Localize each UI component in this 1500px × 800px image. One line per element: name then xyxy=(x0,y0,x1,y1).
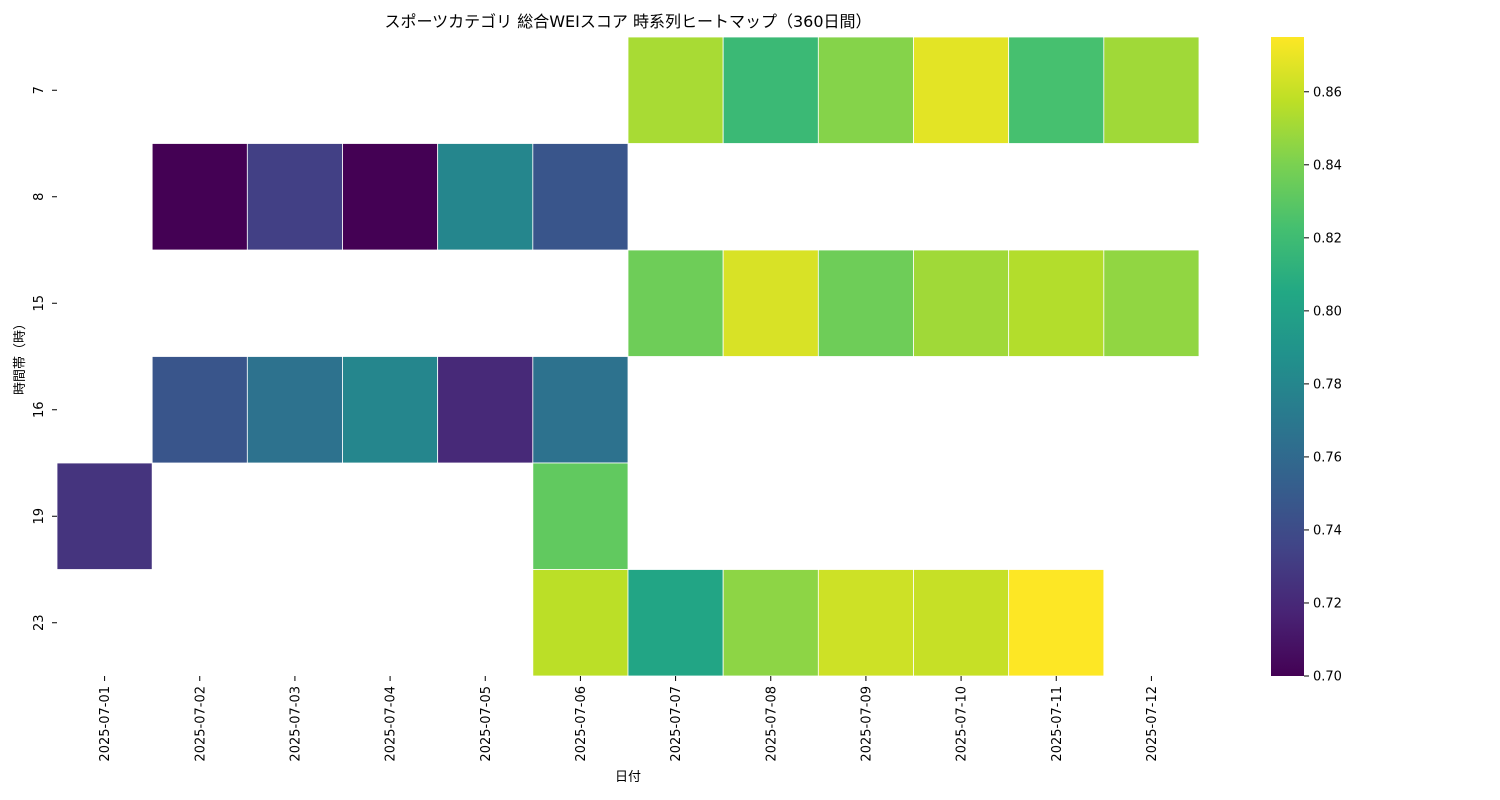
x-tick-label: 2025-07-03 xyxy=(288,686,303,762)
chart-title: スポーツカテゴリ 総合WEIスコア 時系列ヒートマップ（360日間） xyxy=(384,12,871,31)
heatmap-cell xyxy=(342,143,439,251)
x-tick-label: 2025-07-10 xyxy=(955,686,970,762)
x-axis-label: 日付 xyxy=(615,770,641,785)
y-tick-label: 23 xyxy=(32,614,47,631)
heatmap-cell xyxy=(1008,36,1105,144)
heatmap-cell xyxy=(913,249,1010,357)
heatmap-cell xyxy=(722,36,819,144)
y-tick-label: 19 xyxy=(32,508,47,525)
heatmap-cell xyxy=(532,356,629,464)
y-tick-label: 8 xyxy=(32,193,47,201)
heatmap-cell xyxy=(1008,249,1105,357)
y-tick-label: 15 xyxy=(32,295,47,312)
colorbar-tick-label: 0.86 xyxy=(1313,85,1342,100)
x-tick-label: 2025-07-12 xyxy=(1145,686,1160,762)
colorbar-tick-label: 0.78 xyxy=(1313,377,1342,392)
x-tick-label: 2025-07-07 xyxy=(669,686,684,762)
heatmap-cells xyxy=(56,36,1200,677)
y-axis: 7 8 15 16 19 23 xyxy=(32,86,57,631)
colorbar-tick-label: 0.82 xyxy=(1313,231,1342,246)
heatmap-cell xyxy=(627,249,724,357)
y-tick-label: 7 xyxy=(32,86,47,94)
x-tick-label: 2025-07-04 xyxy=(384,686,399,762)
x-tick-label: 2025-07-02 xyxy=(193,686,208,762)
heatmap-cell xyxy=(817,249,914,357)
heatmap-cell xyxy=(532,462,629,570)
x-tick-label: 2025-07-09 xyxy=(859,686,874,762)
heatmap-cell xyxy=(246,356,343,464)
x-tick-label: 2025-07-06 xyxy=(574,686,589,762)
heatmap-cell xyxy=(56,462,153,570)
colorbar-ticks: 0.70 0.72 0.74 0.76 0.78 0.80 0.82 0.84 0.86 xyxy=(1304,85,1342,685)
heatmap-cell xyxy=(437,356,534,464)
colorbar-tick-label: 0.72 xyxy=(1313,596,1342,611)
x-axis: 2025-07-01 2025-07-02 2025-07-03 2025-07-04… xyxy=(98,676,1160,762)
colorbar-tick-label: 0.80 xyxy=(1313,304,1342,319)
heatmap-cell xyxy=(151,143,248,251)
heatmap-cell xyxy=(722,249,819,357)
colorbar-tick-label: 0.70 xyxy=(1313,670,1342,685)
heatmap-cell xyxy=(342,356,439,464)
y-axis-label: 時間帯（時） xyxy=(13,317,28,395)
x-tick-label: 2025-07-11 xyxy=(1050,686,1065,762)
heatmap-cell xyxy=(817,36,914,144)
x-tick-label: 2025-07-05 xyxy=(479,686,494,762)
heatmap-cell xyxy=(913,569,1010,677)
heatmap-cell xyxy=(532,143,629,251)
x-tick-label: 2025-07-01 xyxy=(98,686,113,762)
heatmap-cell xyxy=(817,569,914,677)
colorbar-tick-label: 0.74 xyxy=(1313,523,1342,538)
heatmap-cell xyxy=(1103,36,1200,144)
heatmap-cell xyxy=(1103,249,1200,357)
heatmap-cell xyxy=(437,143,534,251)
colorbar: 0.70 0.72 0.74 0.76 0.78 0.80 0.82 0.84 0.86 xyxy=(1271,37,1342,685)
heatmap-cell xyxy=(722,569,819,677)
heatmap-cell xyxy=(913,36,1010,144)
y-tick-label: 16 xyxy=(32,401,47,418)
heatmap-cell xyxy=(627,36,724,144)
heatmap-cell xyxy=(627,569,724,677)
heatmap-cell xyxy=(1008,569,1105,677)
colorbar-tick-label: 0.84 xyxy=(1313,158,1342,173)
x-tick-label: 2025-07-08 xyxy=(764,686,779,762)
heatmap-cell xyxy=(151,356,248,464)
heatmap-cell xyxy=(246,143,343,251)
colorbar-tick-label: 0.76 xyxy=(1313,450,1342,465)
heatmap-cell xyxy=(532,569,629,677)
colorbar-gradient xyxy=(1271,37,1304,676)
